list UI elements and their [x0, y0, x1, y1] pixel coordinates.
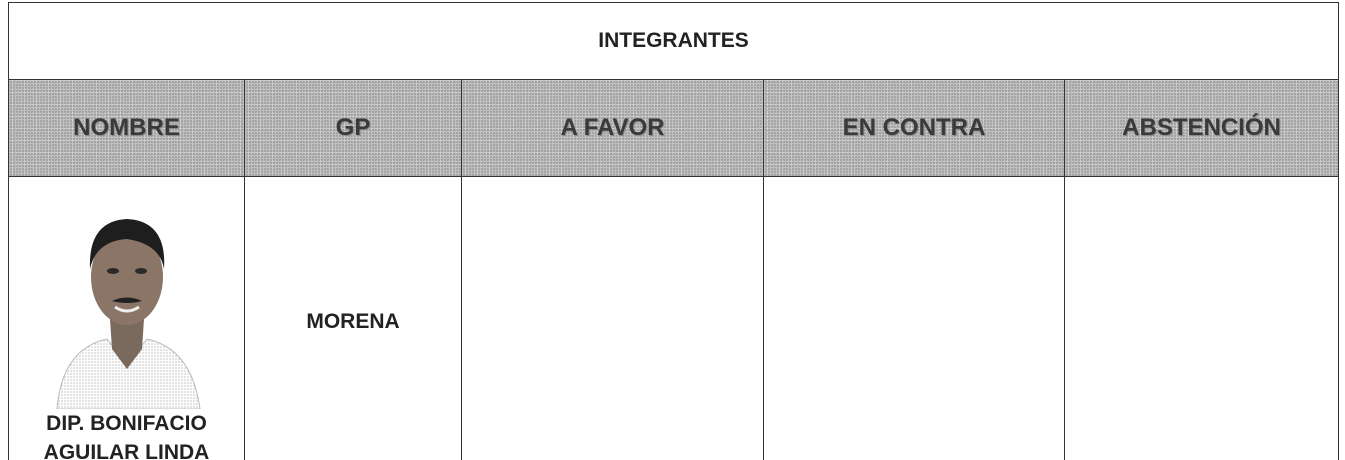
column-header: A FAVOR	[461, 79, 764, 177]
vote-cell	[1063, 176, 1340, 460]
table-title: INTEGRANTES	[7, 2, 1340, 80]
column-header: GP	[244, 79, 462, 177]
title-row: INTEGRANTES	[7, 2, 1340, 80]
name-cell: DIP. BONIFACIO AGUILAR LINDA	[8, 176, 245, 460]
member-name: DIP. BONIFACIO AGUILAR LINDA	[43, 412, 210, 460]
column-header: NOMBRE	[8, 79, 245, 177]
member-row: DIP. BONIFACIO AGUILAR LINDA MORENA	[8, 176, 1340, 460]
member-photo	[55, 219, 201, 409]
party-cell: MORENA	[244, 176, 462, 460]
header-row: NOMBRE GP A FAVOR EN CONTRA ABSTENCIÓN	[8, 79, 1340, 177]
column-header: EN CONTRA	[763, 79, 1065, 177]
vote-table: INTEGRANTES NOMBRE GP A FAVOR EN CONTRA …	[7, 2, 1340, 460]
column-header: ABSTENCIÓN	[1063, 79, 1340, 177]
vote-cell	[461, 176, 764, 460]
vote-cell	[763, 176, 1065, 460]
